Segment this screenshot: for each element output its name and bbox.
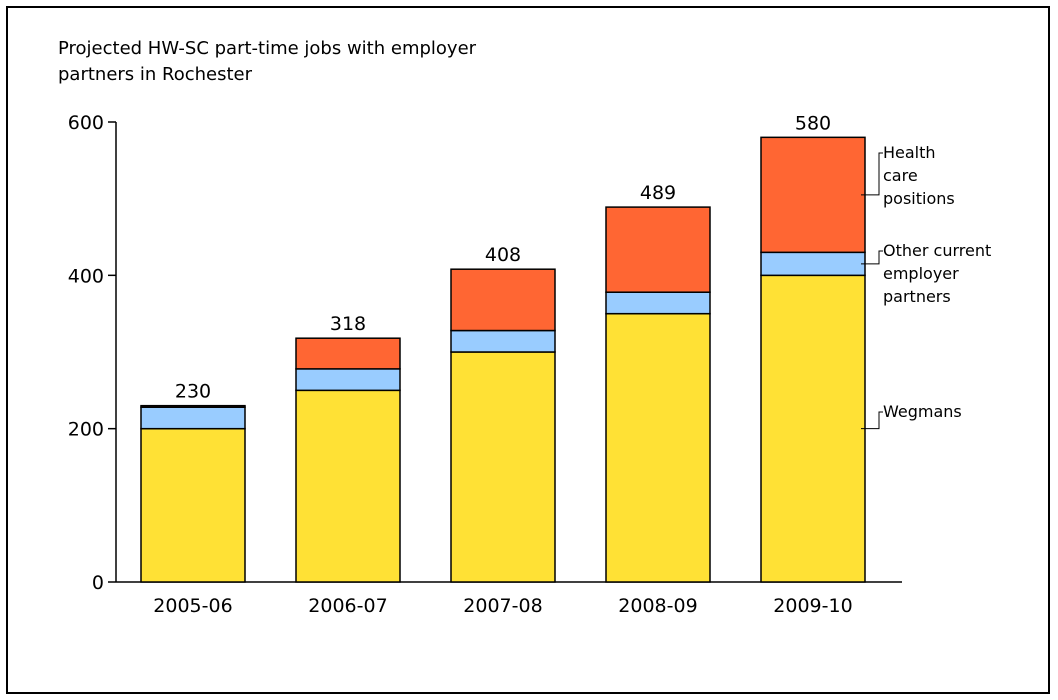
- bar-segment-other-current-employer-partners: [295, 368, 401, 392]
- y-tick-label: 200: [68, 419, 104, 441]
- bar-segment-health-care-positions: [760, 136, 866, 254]
- bar-segment-health-care-positions: [450, 268, 556, 332]
- legend-label: employer: [883, 264, 959, 283]
- y-tick-label: 600: [68, 112, 104, 134]
- axes: 0 200 400 600 2005-06 2006-07 2007-08 2008-09 20…: [68, 112, 902, 617]
- bar-segment-other-current-employer-partners: [605, 291, 711, 315]
- x-tick-label: 2008-09: [618, 595, 697, 617]
- bar-segment-health-care-positions: [140, 404, 246, 408]
- total-labels: 230 318 408 489 580: [175, 112, 831, 402]
- bar-total-label: 408: [485, 244, 521, 266]
- bar-segment-wegmans: [450, 351, 556, 583]
- bar-segment-other-current-employer-partners: [140, 406, 246, 430]
- legend-connector: [861, 152, 883, 196]
- chart-title-line-2: partners in Rochester: [58, 64, 253, 85]
- legend-label: Health: [883, 143, 936, 162]
- chart-title-line-1: Projected HW-SC part-time jobs with empl…: [58, 38, 477, 59]
- legend-connector: [861, 250, 883, 265]
- bar-segment-wegmans: [605, 312, 711, 583]
- x-tick-label: 2005-06: [153, 595, 232, 617]
- bar-total-label: 489: [640, 182, 676, 204]
- bar-segment-wegmans: [295, 389, 401, 583]
- legend-label: Other current: [883, 241, 991, 260]
- bars: [140, 136, 866, 583]
- x-tick-label: 2006-07: [308, 595, 387, 617]
- legend-label: positions: [883, 189, 955, 208]
- bar-total-label: 318: [330, 313, 366, 335]
- legend: Wegmans Other current employer partners Heal…: [861, 143, 991, 430]
- bar-segment-wegmans: [140, 427, 246, 583]
- legend-label: Wegmans: [883, 402, 962, 421]
- legend-label: care: [883, 166, 918, 185]
- legend-connector: [861, 411, 883, 430]
- legend-label: partners: [883, 287, 951, 306]
- bar-segment-other-current-employer-partners: [450, 329, 556, 353]
- y-tick-label: 400: [68, 265, 104, 287]
- bar-segment-health-care-positions: [295, 337, 401, 370]
- bar-total-label: 580: [795, 112, 831, 134]
- bar-segment-wegmans: [760, 274, 866, 583]
- bar-segment-health-care-positions: [605, 206, 711, 293]
- bar-segment-other-current-employer-partners: [760, 251, 866, 277]
- bar-total-label: 230: [175, 381, 211, 403]
- x-tick-label: 2009-10: [773, 595, 852, 617]
- x-tick-label: 2007-08: [463, 595, 542, 617]
- y-tick-label: 0: [92, 572, 104, 594]
